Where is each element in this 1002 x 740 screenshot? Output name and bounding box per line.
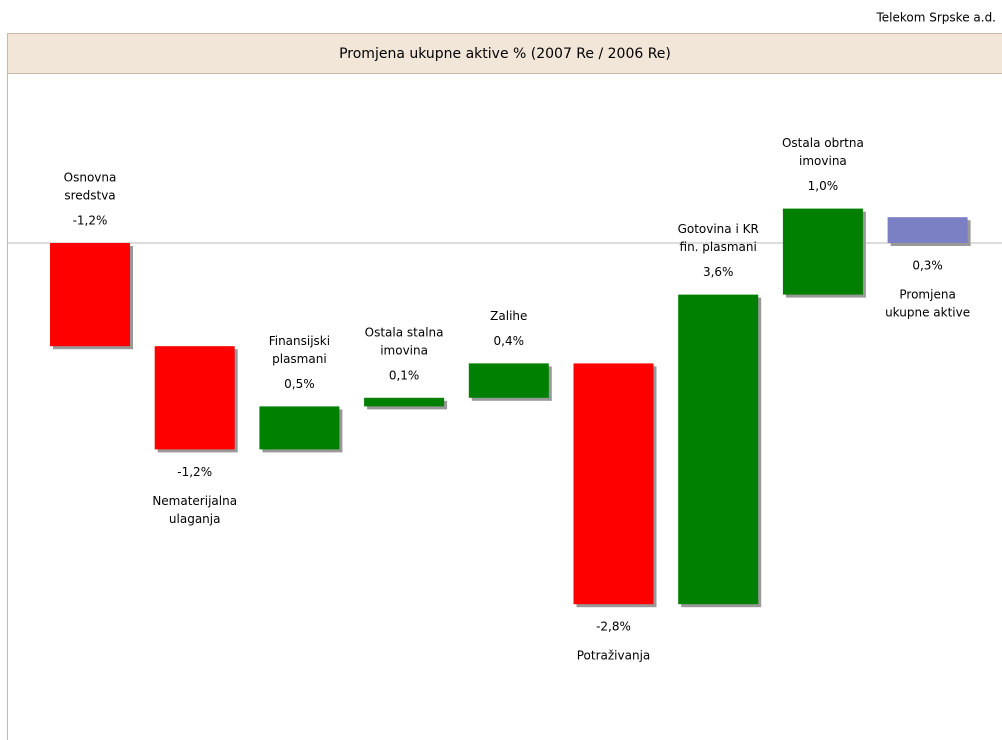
- bar: [154, 346, 235, 450]
- bar: [678, 294, 759, 605]
- bar: [887, 217, 968, 243]
- category-label: ukupne aktive: [885, 306, 970, 320]
- category-label: sredstva: [64, 189, 115, 203]
- value-label: 0,4%: [494, 334, 525, 348]
- bar: [364, 397, 445, 407]
- bar: [468, 363, 549, 398]
- chart-title: Promjena ukupne aktive % (2007 Re / 2006…: [339, 46, 671, 62]
- category-label: ulaganja: [169, 512, 221, 526]
- category-label: Nematerijalna: [152, 494, 237, 508]
- title-band: [7, 33, 1002, 74]
- category-label: imovina: [799, 154, 847, 168]
- bar: [50, 243, 130, 347]
- category-label: Osnovna: [64, 171, 117, 185]
- category-label: plasmani: [272, 352, 327, 366]
- category-label: imovina: [380, 343, 428, 357]
- value-label: -1,2%: [177, 465, 212, 479]
- value-label: 1,0%: [808, 179, 839, 193]
- value-label: 0,3%: [912, 259, 943, 273]
- category-label: fin. plasmani: [680, 240, 757, 254]
- company-name: Telekom Srpske a.d.: [876, 11, 997, 25]
- category-label: Ostala stalna: [365, 325, 444, 339]
- category-label: Potraživanja: [577, 649, 651, 663]
- bar: [259, 406, 340, 450]
- value-label: -2,8%: [596, 620, 631, 634]
- category-label: Promjena: [899, 288, 955, 302]
- category-label: Gotovina i KR: [678, 222, 759, 236]
- value-label: 0,1%: [389, 368, 420, 382]
- bar: [782, 208, 863, 295]
- category-label: Zalihe: [490, 309, 527, 323]
- bar: [573, 363, 654, 605]
- value-label: 3,6%: [703, 265, 734, 279]
- value-label: -1,2%: [73, 214, 108, 228]
- category-label: Finansijski: [269, 334, 330, 348]
- value-label: 0,5%: [284, 377, 315, 391]
- category-label: Ostala obrtna: [782, 136, 864, 150]
